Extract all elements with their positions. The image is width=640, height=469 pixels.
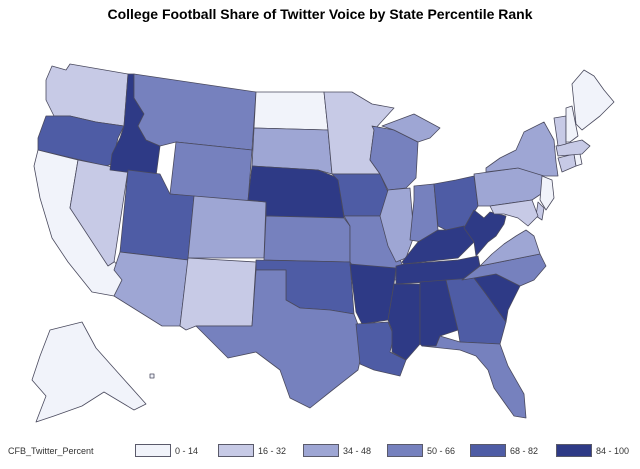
state-az <box>113 251 189 327</box>
state-ma <box>555 139 591 157</box>
map-title: College Football Share of Twitter Voice … <box>107 6 533 22</box>
state-pa <box>473 167 545 207</box>
state-ky <box>401 225 475 265</box>
state-vt <box>553 115 567 147</box>
state-nj <box>539 175 555 211</box>
state-md <box>489 199 539 227</box>
state-ak <box>31 321 147 423</box>
legend-label: 84 - 100 <box>596 446 630 456</box>
legend-swatch <box>303 444 339 457</box>
state-wv <box>463 209 507 257</box>
legend-swatch <box>387 444 423 457</box>
state-ct <box>557 153 577 173</box>
legend-swatch <box>218 444 254 457</box>
state-nd <box>253 91 329 131</box>
state-sd <box>251 127 333 175</box>
us-choropleth-map <box>31 63 615 423</box>
map-legend: CFB_Twitter_Percent 0 - 14 16 - 32 34 - … <box>0 444 640 462</box>
legend-label: 68 - 82 <box>510 446 539 456</box>
legend-label: 34 - 48 <box>343 446 372 456</box>
state-nh <box>565 105 579 143</box>
state-ms <box>387 283 421 361</box>
legend-label: 16 - 32 <box>258 446 287 456</box>
state-me <box>571 69 615 131</box>
state-fl <box>421 335 527 419</box>
state-hi <box>149 373 155 379</box>
state-or <box>37 115 125 167</box>
legend-label: 0 - 14 <box>175 446 199 456</box>
state-mi <box>381 113 441 143</box>
state-va <box>479 229 541 267</box>
legend-title: CFB_Twitter_Percent <box>8 446 94 456</box>
state-nm <box>179 257 257 331</box>
state-ks <box>263 215 351 263</box>
legend-swatch <box>470 444 506 457</box>
legend-swatch <box>135 444 171 457</box>
state-tn <box>395 255 481 285</box>
legend-swatch <box>556 444 592 457</box>
state-mt <box>133 73 257 151</box>
state-co <box>187 195 267 259</box>
legend-label: 50 - 66 <box>427 446 456 456</box>
state-wy <box>169 141 253 203</box>
state-tx <box>195 269 363 409</box>
state-ny <box>485 121 559 177</box>
state-il <box>379 187 415 263</box>
